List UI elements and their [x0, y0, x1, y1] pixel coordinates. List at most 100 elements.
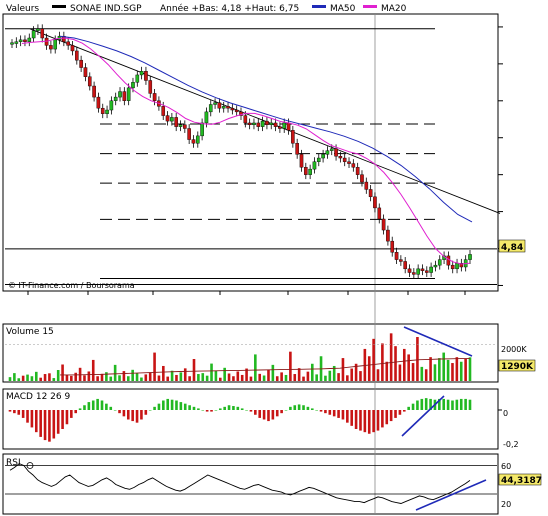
macd-bar [100, 400, 104, 410]
macd-bar [429, 398, 432, 410]
last-price-box [498, 239, 526, 253]
macd-bar [372, 410, 375, 433]
volume-bar [210, 363, 213, 381]
macd-bar [21, 410, 25, 418]
macd-bar [170, 399, 174, 410]
volume-bar [249, 376, 253, 381]
rsi-marker [26, 462, 34, 469]
macd-bar [91, 400, 95, 410]
rsi-last-label: 44,3187 [501, 476, 542, 486]
volume-bar [227, 373, 231, 381]
volume-bar [262, 375, 266, 381]
candle-body [161, 106, 166, 116]
volume-bar [455, 357, 459, 381]
volume-bar [341, 358, 345, 381]
candle-body [40, 28, 45, 39]
volume-tick-2000k: 2000K [501, 345, 527, 354]
macd-bar [367, 410, 371, 434]
volume-bar [61, 364, 64, 381]
candle-body [260, 120, 265, 127]
volume-bar [8, 377, 12, 381]
macd-bar [105, 403, 108, 410]
macd-bar [126, 410, 130, 420]
candle-body [113, 96, 118, 101]
macd-bar [13, 410, 16, 414]
volume-bar [179, 372, 183, 381]
valeurs-label: Valeurs [6, 4, 39, 14]
macd-bar [341, 410, 345, 420]
macd-bar [166, 398, 170, 410]
rsi-tick-20: 20 [501, 500, 511, 509]
volume-bar [153, 352, 156, 381]
last-price-label: 4,84 [501, 243, 523, 253]
candle-body [286, 122, 291, 131]
volume-bar [271, 364, 275, 381]
macd-extras [401, 395, 502, 437]
volume-bar [310, 363, 314, 381]
volume-bar [315, 374, 318, 381]
volume-bar [157, 375, 161, 381]
volume-bar [289, 351, 292, 381]
macd-bar [144, 410, 148, 415]
volume-bar [350, 368, 354, 381]
volume-bar [438, 358, 441, 381]
volume-bar [302, 376, 305, 381]
volume-bar [13, 373, 16, 381]
volume-bar [359, 371, 362, 381]
volume-bar [306, 371, 310, 381]
volume-bar [140, 377, 143, 381]
macd-bar [197, 408, 200, 410]
price-panel [2, 13, 499, 292]
range-text: Année +Bas: 4,18 +Haut: 6,75 [160, 3, 299, 14]
candle-body [321, 154, 325, 159]
candle-body [299, 154, 304, 168]
volume-bar [56, 370, 60, 381]
candle-body [429, 266, 433, 273]
candle-body [191, 139, 196, 144]
macd-bar [363, 410, 367, 433]
candle-body [70, 45, 75, 52]
macd-bar [394, 410, 397, 418]
macd-bar [118, 410, 121, 414]
candle-body [329, 148, 334, 151]
macd-bar [8, 410, 12, 412]
macd-bar [148, 410, 152, 411]
macd-bar [354, 410, 358, 429]
macd-bar [446, 399, 450, 410]
volume-title: Volume 15 [6, 327, 54, 337]
volume-bar [468, 357, 472, 381]
macd-bar [214, 410, 218, 411]
rsi-panel [2, 453, 499, 515]
candle-body [377, 207, 382, 220]
macd-bar [376, 410, 380, 431]
price-legend-swatch [52, 5, 66, 8]
macd-tick-neg02: -0,2 [503, 440, 519, 449]
macd-bar [157, 403, 161, 410]
volume-bar [52, 378, 56, 381]
macd-bar [284, 410, 288, 411]
candle-body [234, 109, 239, 113]
volume-bar [245, 368, 248, 381]
candle-body [437, 259, 442, 266]
macd-bar [411, 403, 415, 410]
volume-bar [394, 346, 397, 381]
macd-bar [337, 410, 340, 418]
candle-body [18, 39, 23, 42]
macd-bar [359, 410, 362, 431]
candle-body [221, 106, 226, 109]
volume-bar [96, 376, 99, 381]
volume-bar [65, 374, 69, 381]
candle-body [265, 120, 269, 125]
macd-bar [310, 408, 314, 410]
candle-body [92, 85, 96, 98]
macd-bar [407, 406, 410, 410]
candle-body [83, 67, 88, 77]
candle-body [416, 268, 420, 275]
candle-body [139, 71, 144, 76]
macd-bar [328, 410, 332, 415]
volume-bar [223, 367, 226, 381]
candle-body [208, 104, 213, 113]
macd-bar [34, 410, 38, 433]
candle-body [14, 41, 19, 44]
candle-body [295, 143, 299, 155]
